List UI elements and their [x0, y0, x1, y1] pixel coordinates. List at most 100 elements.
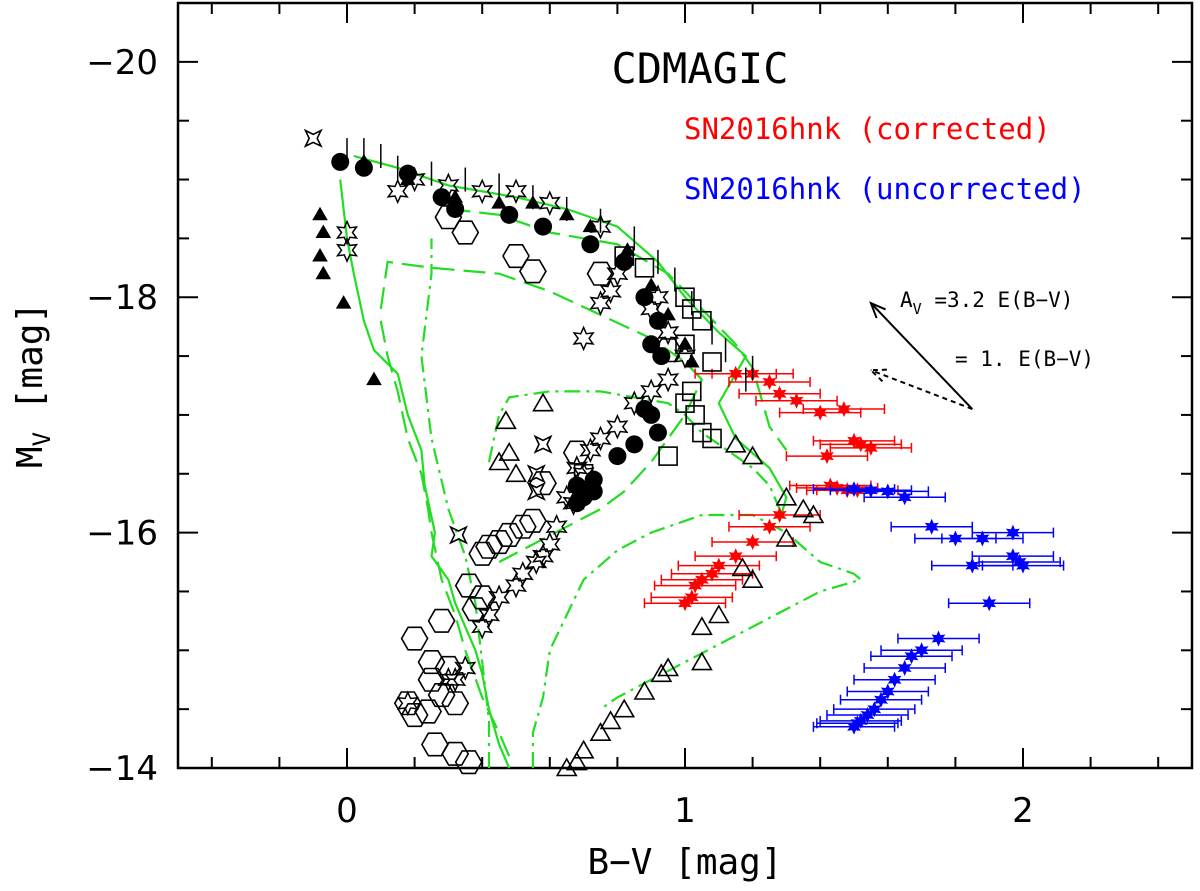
- data-point: [545, 513, 568, 540]
- data-point: [518, 259, 547, 284]
- data-point: [335, 237, 359, 264]
- data-point: [315, 224, 332, 238]
- data-point: [565, 751, 588, 771]
- data-point: [691, 651, 713, 671]
- data-point: [652, 347, 671, 366]
- data-point: [495, 522, 524, 548]
- data-point: [441, 691, 470, 716]
- chart-title: CDMAGIC: [611, 44, 788, 93]
- data-point: [656, 319, 680, 346]
- data-point: [475, 534, 503, 559]
- y-axis-title-sub: V: [28, 432, 56, 446]
- series-open-triangles: [488, 392, 825, 777]
- data-point: [965, 557, 980, 574]
- data-point: [772, 385, 787, 402]
- data-point: [643, 277, 659, 291]
- data-point: [471, 613, 494, 640]
- data-point: [692, 422, 712, 443]
- data-point: [393, 691, 422, 716]
- data-point: [562, 490, 585, 517]
- data-point: [303, 128, 323, 148]
- data-point: [454, 750, 483, 775]
- data-point: [633, 680, 656, 700]
- data-point: [847, 481, 861, 498]
- data-point: [487, 584, 511, 611]
- data-point: [648, 423, 667, 442]
- y-axis-title-main: M: [10, 446, 51, 468]
- data-point: [312, 248, 328, 262]
- data-point: [386, 178, 409, 205]
- data-point: [572, 325, 595, 352]
- data-point: [867, 701, 882, 718]
- data-point: [874, 691, 888, 708]
- model-curve: [448, 207, 788, 451]
- data-point: [675, 393, 695, 413]
- legend-entry-uncorrected: SN2016hnk (uncorrected): [684, 172, 1086, 206]
- data-point: [533, 434, 553, 454]
- data-point: [1005, 524, 1020, 541]
- data-point: [526, 481, 546, 501]
- data-point: [454, 573, 483, 598]
- x-axis-title: B−V [mag]: [587, 842, 782, 883]
- data-point: [675, 287, 695, 308]
- data-point: [538, 190, 561, 216]
- data-point: [707, 604, 730, 624]
- data-point: [420, 732, 449, 757]
- data-point: [684, 589, 699, 606]
- data-point: [589, 722, 612, 742]
- data-point: [417, 667, 446, 692]
- data-point: [619, 242, 636, 256]
- data-point: [924, 518, 939, 535]
- data-point: [762, 374, 777, 390]
- data-point: [498, 442, 521, 461]
- data-point: [650, 663, 673, 683]
- extinction-arrow-av32: [869, 301, 974, 410]
- data-point: [711, 557, 726, 574]
- extinction-note-alt: = 1. E(B−V): [955, 347, 1094, 371]
- series-open-4-stars: [303, 128, 553, 545]
- data-point: [914, 642, 929, 659]
- data-point: [1016, 557, 1030, 574]
- data-point: [625, 435, 644, 454]
- data-point: [728, 548, 743, 565]
- data-point: [820, 448, 834, 465]
- data-point: [403, 166, 426, 193]
- data-point: [468, 541, 497, 566]
- data-point: [427, 682, 456, 708]
- x-tick-label: 1: [674, 791, 696, 831]
- data-point: [613, 698, 636, 718]
- model-curve: [379, 320, 511, 757]
- data-point: [864, 439, 878, 456]
- data-point: [830, 479, 844, 496]
- y-tick-label: −16: [86, 514, 158, 554]
- data-point: [518, 508, 547, 533]
- data-point: [695, 571, 709, 588]
- data-point: [880, 683, 895, 700]
- model-curve: [339, 179, 511, 769]
- data-point: [437, 666, 460, 693]
- data-point: [354, 158, 373, 177]
- data-point: [614, 246, 634, 266]
- data-point: [836, 401, 851, 417]
- green-model-curves: [339, 154, 864, 769]
- data-point: [446, 199, 465, 218]
- data-point: [792, 498, 815, 518]
- data-point: [526, 464, 546, 484]
- data-point: [589, 425, 612, 452]
- data-point: [396, 690, 420, 717]
- series-open-squares: [573, 246, 722, 484]
- data-point: [634, 258, 655, 278]
- x-tick-label: 0: [336, 791, 358, 831]
- data-point: [315, 265, 332, 280]
- data-point: [335, 295, 352, 309]
- data-point: [691, 616, 713, 636]
- data-point: [581, 235, 600, 254]
- y-axis-title: MV [mag]: [10, 302, 56, 468]
- series-filled-triangles: [312, 153, 700, 386]
- data-point: [1005, 548, 1020, 565]
- data-point: [775, 486, 798, 506]
- data-point: [400, 702, 429, 728]
- data-point: [441, 741, 470, 766]
- data-point: [606, 260, 629, 287]
